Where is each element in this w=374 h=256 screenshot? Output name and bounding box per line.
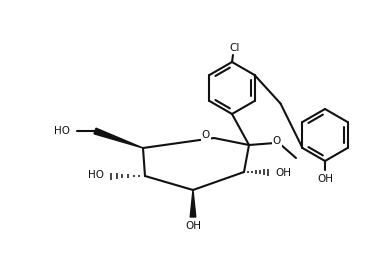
Text: OH: OH <box>317 174 333 184</box>
Polygon shape <box>190 190 196 217</box>
Text: Cl: Cl <box>230 43 240 53</box>
Text: O: O <box>202 130 210 140</box>
Polygon shape <box>94 128 143 148</box>
Text: OH: OH <box>185 221 201 231</box>
Text: OH: OH <box>275 168 291 178</box>
Text: O: O <box>273 136 281 146</box>
Text: HO: HO <box>88 170 104 180</box>
Text: HO: HO <box>54 126 70 136</box>
